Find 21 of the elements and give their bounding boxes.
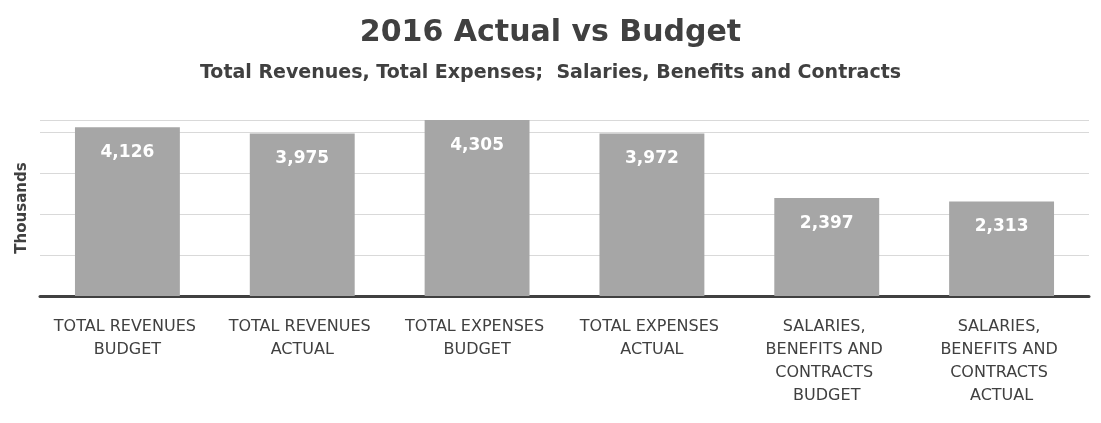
data-label: 4,305 [450, 133, 504, 154]
x-tick-label: SALARIES, BENEFITS AND CONTRACTS ACTUAL [940, 316, 1063, 404]
bar [249, 133, 355, 296]
bar [774, 198, 880, 296]
data-label: 3,972 [625, 147, 679, 168]
data-label: 2,397 [799, 211, 854, 232]
data-label: 3,975 [275, 146, 330, 167]
x-tick-label: TOTAL EXPENSES BUDGET [404, 316, 550, 358]
x-tick-label: SALARIES, BENEFITS AND CONTRACTS BUDGET [765, 316, 888, 404]
x-tick-label: TOTAL REVENUES ACTUAL [227, 316, 376, 358]
data-label: 4,126 [100, 140, 155, 161]
bar [424, 120, 530, 296]
y-axis-title: Thousands [11, 162, 30, 254]
chart-title: 2016 Actual vs Budget [359, 12, 742, 48]
data-label: 2,313 [974, 214, 1029, 235]
chart-subtitle: Total Revenues, Total Expenses; Salaries, Benefits and Contracts [199, 59, 902, 82]
x-tick-label: TOTAL REVENUES BUDGET [52, 316, 201, 358]
x-tick-label: TOTAL EXPENSES ACTUAL [578, 316, 724, 358]
bar [74, 127, 180, 296]
bar [599, 133, 705, 296]
bar [949, 201, 1055, 296]
